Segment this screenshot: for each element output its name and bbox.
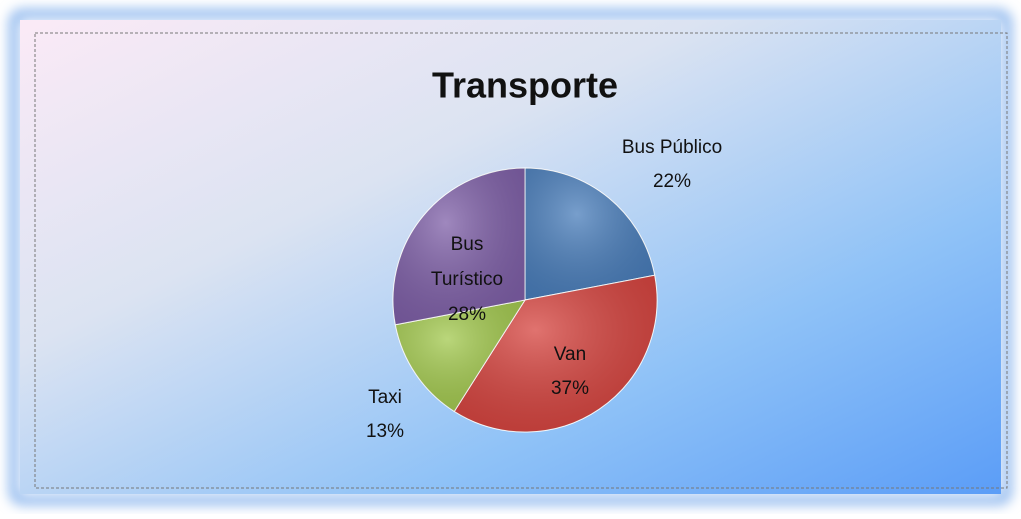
slice-value-label: 13% [366,421,404,442]
plot-border [34,32,1008,489]
slice-category-label: Taxi [368,387,402,408]
slice-value-label: 28% [448,304,486,325]
slice-category-label: Van [554,344,586,365]
chart-title: Transporte [432,65,618,106]
slice-value-label: 22% [653,171,691,192]
slice-value-label: 37% [551,378,589,399]
slice-category-label: Bus Turístico [431,234,503,290]
slice-category-label: Bus Público [622,137,722,158]
pie [392,167,658,433]
